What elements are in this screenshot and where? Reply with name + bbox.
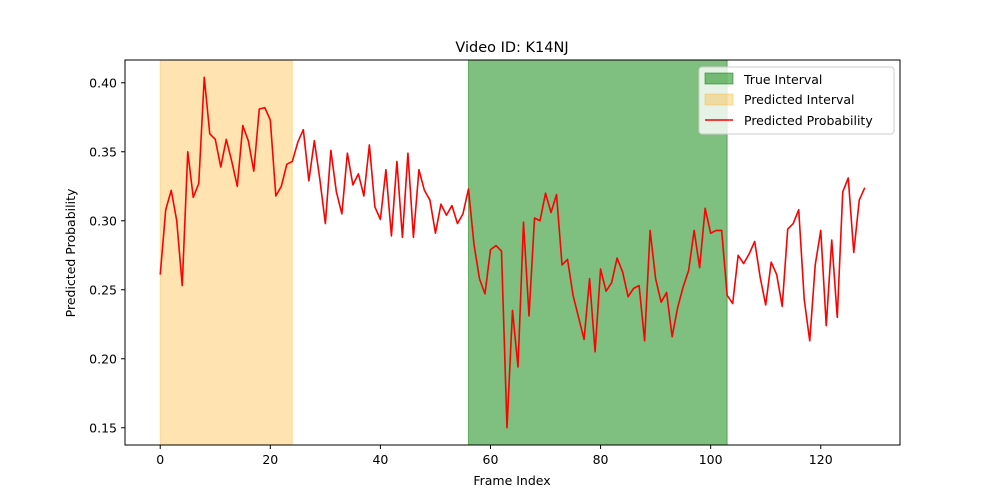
legend-label-predicted-probability: Predicted Probability	[744, 113, 873, 128]
x-tick-label: 0	[156, 452, 164, 467]
x-tick-label: 100	[699, 452, 723, 467]
x-tick-label: 20	[262, 452, 278, 467]
legend-swatch-true-interval	[704, 72, 734, 85]
legend-label-predicted-interval: Predicted Interval	[744, 92, 855, 107]
y-axis-label: Predicted Probability	[63, 188, 78, 317]
legend-label-true-interval: True Interval	[743, 72, 822, 87]
axes: 0 20 40 60 80 100 120 0.15 0.20 0.25 0.30 0.35 0.40	[89, 59, 901, 467]
legend-swatch-predicted-interval	[704, 93, 734, 106]
legend: True Interval Predicted Interval Predict…	[698, 66, 895, 135]
chart-title: Video ID: K14NJ	[455, 40, 568, 56]
y-tick-label: 0.20	[89, 351, 117, 366]
plot-frame	[124, 59, 901, 446]
true-interval-span	[467, 59, 728, 446]
series-layer	[159, 76, 866, 429]
x-axis-label: Frame Index	[473, 473, 550, 488]
y-tick-label: 0.35	[89, 144, 117, 159]
x-tick-label: 40	[372, 452, 388, 467]
predicted-probability-line	[159, 76, 866, 429]
y-tick-label: 0.15	[89, 420, 117, 435]
x-tick-label: 80	[593, 452, 609, 467]
y-tick-label: 0.30	[89, 213, 117, 228]
interval-spans	[159, 59, 728, 446]
y-tick-label: 0.25	[89, 282, 117, 297]
x-tick-label: 60	[483, 452, 499, 467]
x-tick-label: 120	[809, 452, 833, 467]
y-tick-label: 0.40	[89, 75, 117, 90]
legend-frame	[698, 66, 895, 135]
